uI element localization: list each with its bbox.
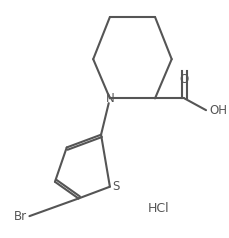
Text: Br: Br bbox=[14, 210, 27, 223]
Text: OH: OH bbox=[208, 104, 226, 117]
Text: N: N bbox=[105, 92, 114, 105]
Text: O: O bbox=[179, 73, 188, 86]
Text: S: S bbox=[111, 180, 119, 193]
Text: HCl: HCl bbox=[147, 202, 169, 215]
